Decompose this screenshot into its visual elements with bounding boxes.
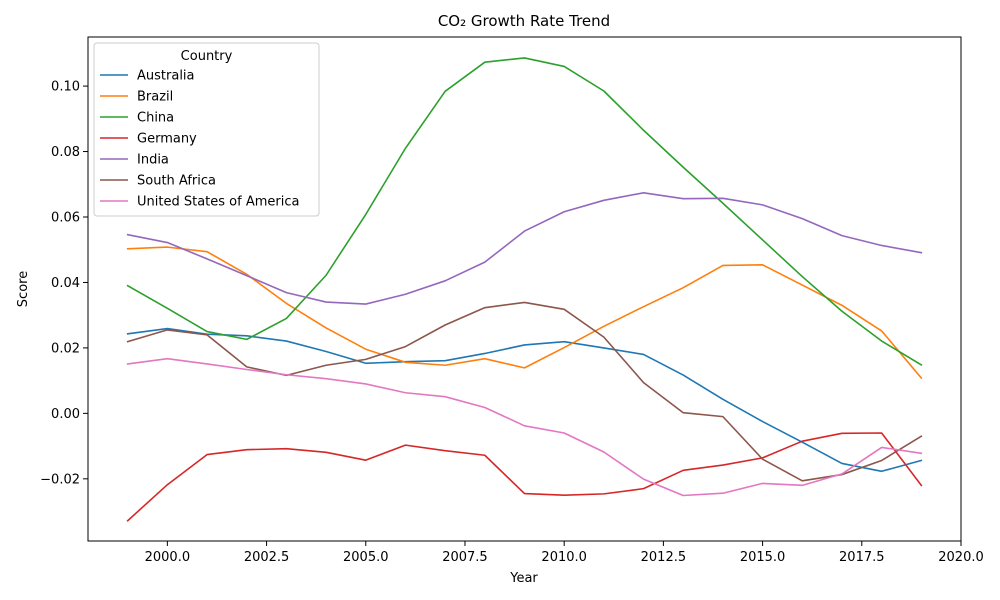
series-line-india bbox=[126, 191, 923, 305]
chart-title: CO₂ Growth Rate Trend bbox=[438, 12, 610, 30]
x-axis-title: Year bbox=[509, 571, 538, 586]
series-line-australia bbox=[126, 327, 923, 473]
y-tick-label: 0.00 bbox=[51, 407, 80, 422]
legend-entry-label: Brazil bbox=[137, 90, 173, 105]
y-tick-label: 0.04 bbox=[51, 276, 80, 291]
legend-entry-label: India bbox=[137, 153, 169, 168]
y-tick-label: −0.02 bbox=[40, 472, 80, 487]
legend-title: Country bbox=[181, 49, 233, 64]
series-line-brazil bbox=[126, 246, 923, 380]
legend-entry-label: United States of America bbox=[137, 195, 299, 210]
series-line-china bbox=[126, 57, 923, 367]
y-tick-label: 0.06 bbox=[51, 211, 80, 226]
y-tick-label: 0.08 bbox=[51, 145, 80, 160]
legend-entry-label: Australia bbox=[137, 69, 195, 84]
series-line-united-states-of-america bbox=[126, 357, 923, 497]
series-line-south-africa bbox=[126, 301, 923, 482]
legend-entry-label: South Africa bbox=[137, 174, 216, 189]
legend-box bbox=[93, 42, 320, 217]
legend-entry-label: Germany bbox=[137, 132, 197, 147]
x-tick-label: 2002.5 bbox=[244, 550, 290, 565]
x-tick-label: 2005.0 bbox=[343, 550, 389, 565]
x-tick-label: 2012.5 bbox=[641, 550, 687, 565]
y-axis: −0.02 0.00 0.02 0.04 0.06 0.08 0.10 bbox=[40, 80, 88, 487]
x-tick-label: 2015.0 bbox=[740, 550, 786, 565]
y-tick-label: 0.02 bbox=[51, 341, 80, 356]
x-tick-label: 2000.0 bbox=[145, 550, 191, 565]
legend: Country Australia Brazil China Germany India S… bbox=[93, 42, 320, 217]
x-tick-label: 2020.0 bbox=[938, 550, 984, 565]
y-tick-label: 0.10 bbox=[51, 80, 80, 95]
x-tick-label: 2010.0 bbox=[541, 550, 587, 565]
x-tick-label: 2017.5 bbox=[839, 550, 885, 565]
series-line-germany bbox=[126, 432, 923, 522]
legend-entry-label: China bbox=[137, 111, 174, 126]
x-tick-label: 2007.5 bbox=[442, 550, 488, 565]
y-axis-title: Score bbox=[16, 271, 31, 307]
x-axis: 2000.0 2002.5 2005.0 2007.5 2010.0 2012.5 2015… bbox=[145, 541, 984, 565]
plot-area bbox=[126, 57, 923, 522]
plot-frame bbox=[87, 36, 962, 542]
